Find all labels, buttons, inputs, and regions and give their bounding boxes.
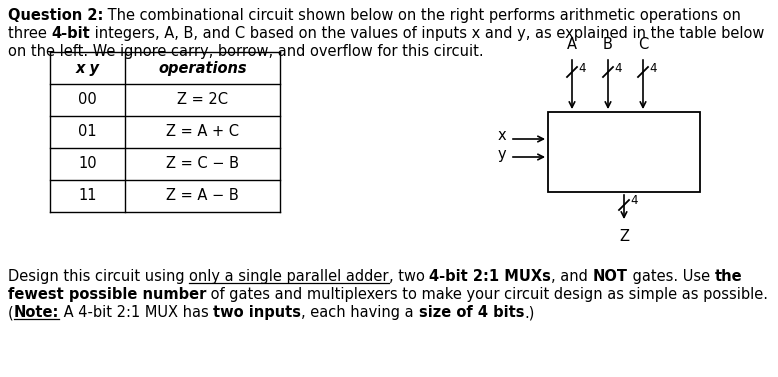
Text: x y: x y bbox=[75, 60, 100, 75]
Text: x: x bbox=[497, 129, 506, 144]
Bar bbox=[548, 112, 700, 192]
Text: 4: 4 bbox=[614, 61, 622, 75]
Text: 4: 4 bbox=[578, 61, 586, 75]
Text: Z = C − B: Z = C − B bbox=[166, 156, 239, 172]
Text: on the left. We ignore carry, borrow, and overflow for this circuit.: on the left. We ignore carry, borrow, an… bbox=[8, 44, 484, 59]
Text: Z: Z bbox=[619, 229, 629, 244]
Text: 4: 4 bbox=[649, 61, 657, 75]
Text: the: the bbox=[714, 269, 742, 284]
Text: Z = A + C: Z = A + C bbox=[166, 124, 239, 139]
Text: B: B bbox=[603, 37, 613, 52]
Text: size of 4 bits: size of 4 bits bbox=[419, 305, 524, 320]
Text: two inputs: two inputs bbox=[213, 305, 302, 320]
Text: Question 2:: Question 2: bbox=[8, 8, 103, 23]
Text: 01: 01 bbox=[78, 124, 96, 139]
Text: Z = 2C: Z = 2C bbox=[177, 92, 228, 107]
Text: The combinational circuit shown below on the right performs arithmetic operation: The combinational circuit shown below on… bbox=[103, 8, 741, 23]
Text: 4-bit 2:1 MUXs: 4-bit 2:1 MUXs bbox=[429, 269, 551, 284]
Text: of gates and multiplexers to make your circuit design as simple as possible.: of gates and multiplexers to make your c… bbox=[206, 287, 769, 302]
Text: A 4-bit 2:1 MUX has: A 4-bit 2:1 MUX has bbox=[59, 305, 213, 320]
Text: A: A bbox=[567, 37, 577, 52]
Text: NOT: NOT bbox=[593, 269, 628, 284]
Text: 10: 10 bbox=[78, 156, 96, 172]
Text: .): .) bbox=[524, 305, 534, 320]
Text: , two: , two bbox=[389, 269, 429, 284]
Text: operations: operations bbox=[158, 60, 247, 75]
Text: fewest possible number: fewest possible number bbox=[8, 287, 206, 302]
Text: , and: , and bbox=[551, 269, 593, 284]
Text: C: C bbox=[638, 37, 648, 52]
Text: 4: 4 bbox=[630, 195, 637, 207]
Text: only a single parallel adder: only a single parallel adder bbox=[189, 269, 389, 284]
Text: three: three bbox=[8, 26, 51, 41]
Text: (: ( bbox=[8, 305, 14, 320]
Text: 00: 00 bbox=[78, 92, 97, 107]
Text: 4-bit: 4-bit bbox=[51, 26, 90, 41]
Text: Note:: Note: bbox=[14, 305, 59, 320]
Text: Design this circuit using: Design this circuit using bbox=[8, 269, 189, 284]
Text: gates. Use: gates. Use bbox=[628, 269, 714, 284]
Text: 11: 11 bbox=[79, 188, 96, 204]
Text: , each having a: , each having a bbox=[302, 305, 419, 320]
Text: y: y bbox=[497, 147, 506, 161]
Text: integers, A, B, and C based on the values of inputs x and y, as explained in the: integers, A, B, and C based on the value… bbox=[90, 26, 765, 41]
Text: Z = A − B: Z = A − B bbox=[166, 188, 239, 204]
